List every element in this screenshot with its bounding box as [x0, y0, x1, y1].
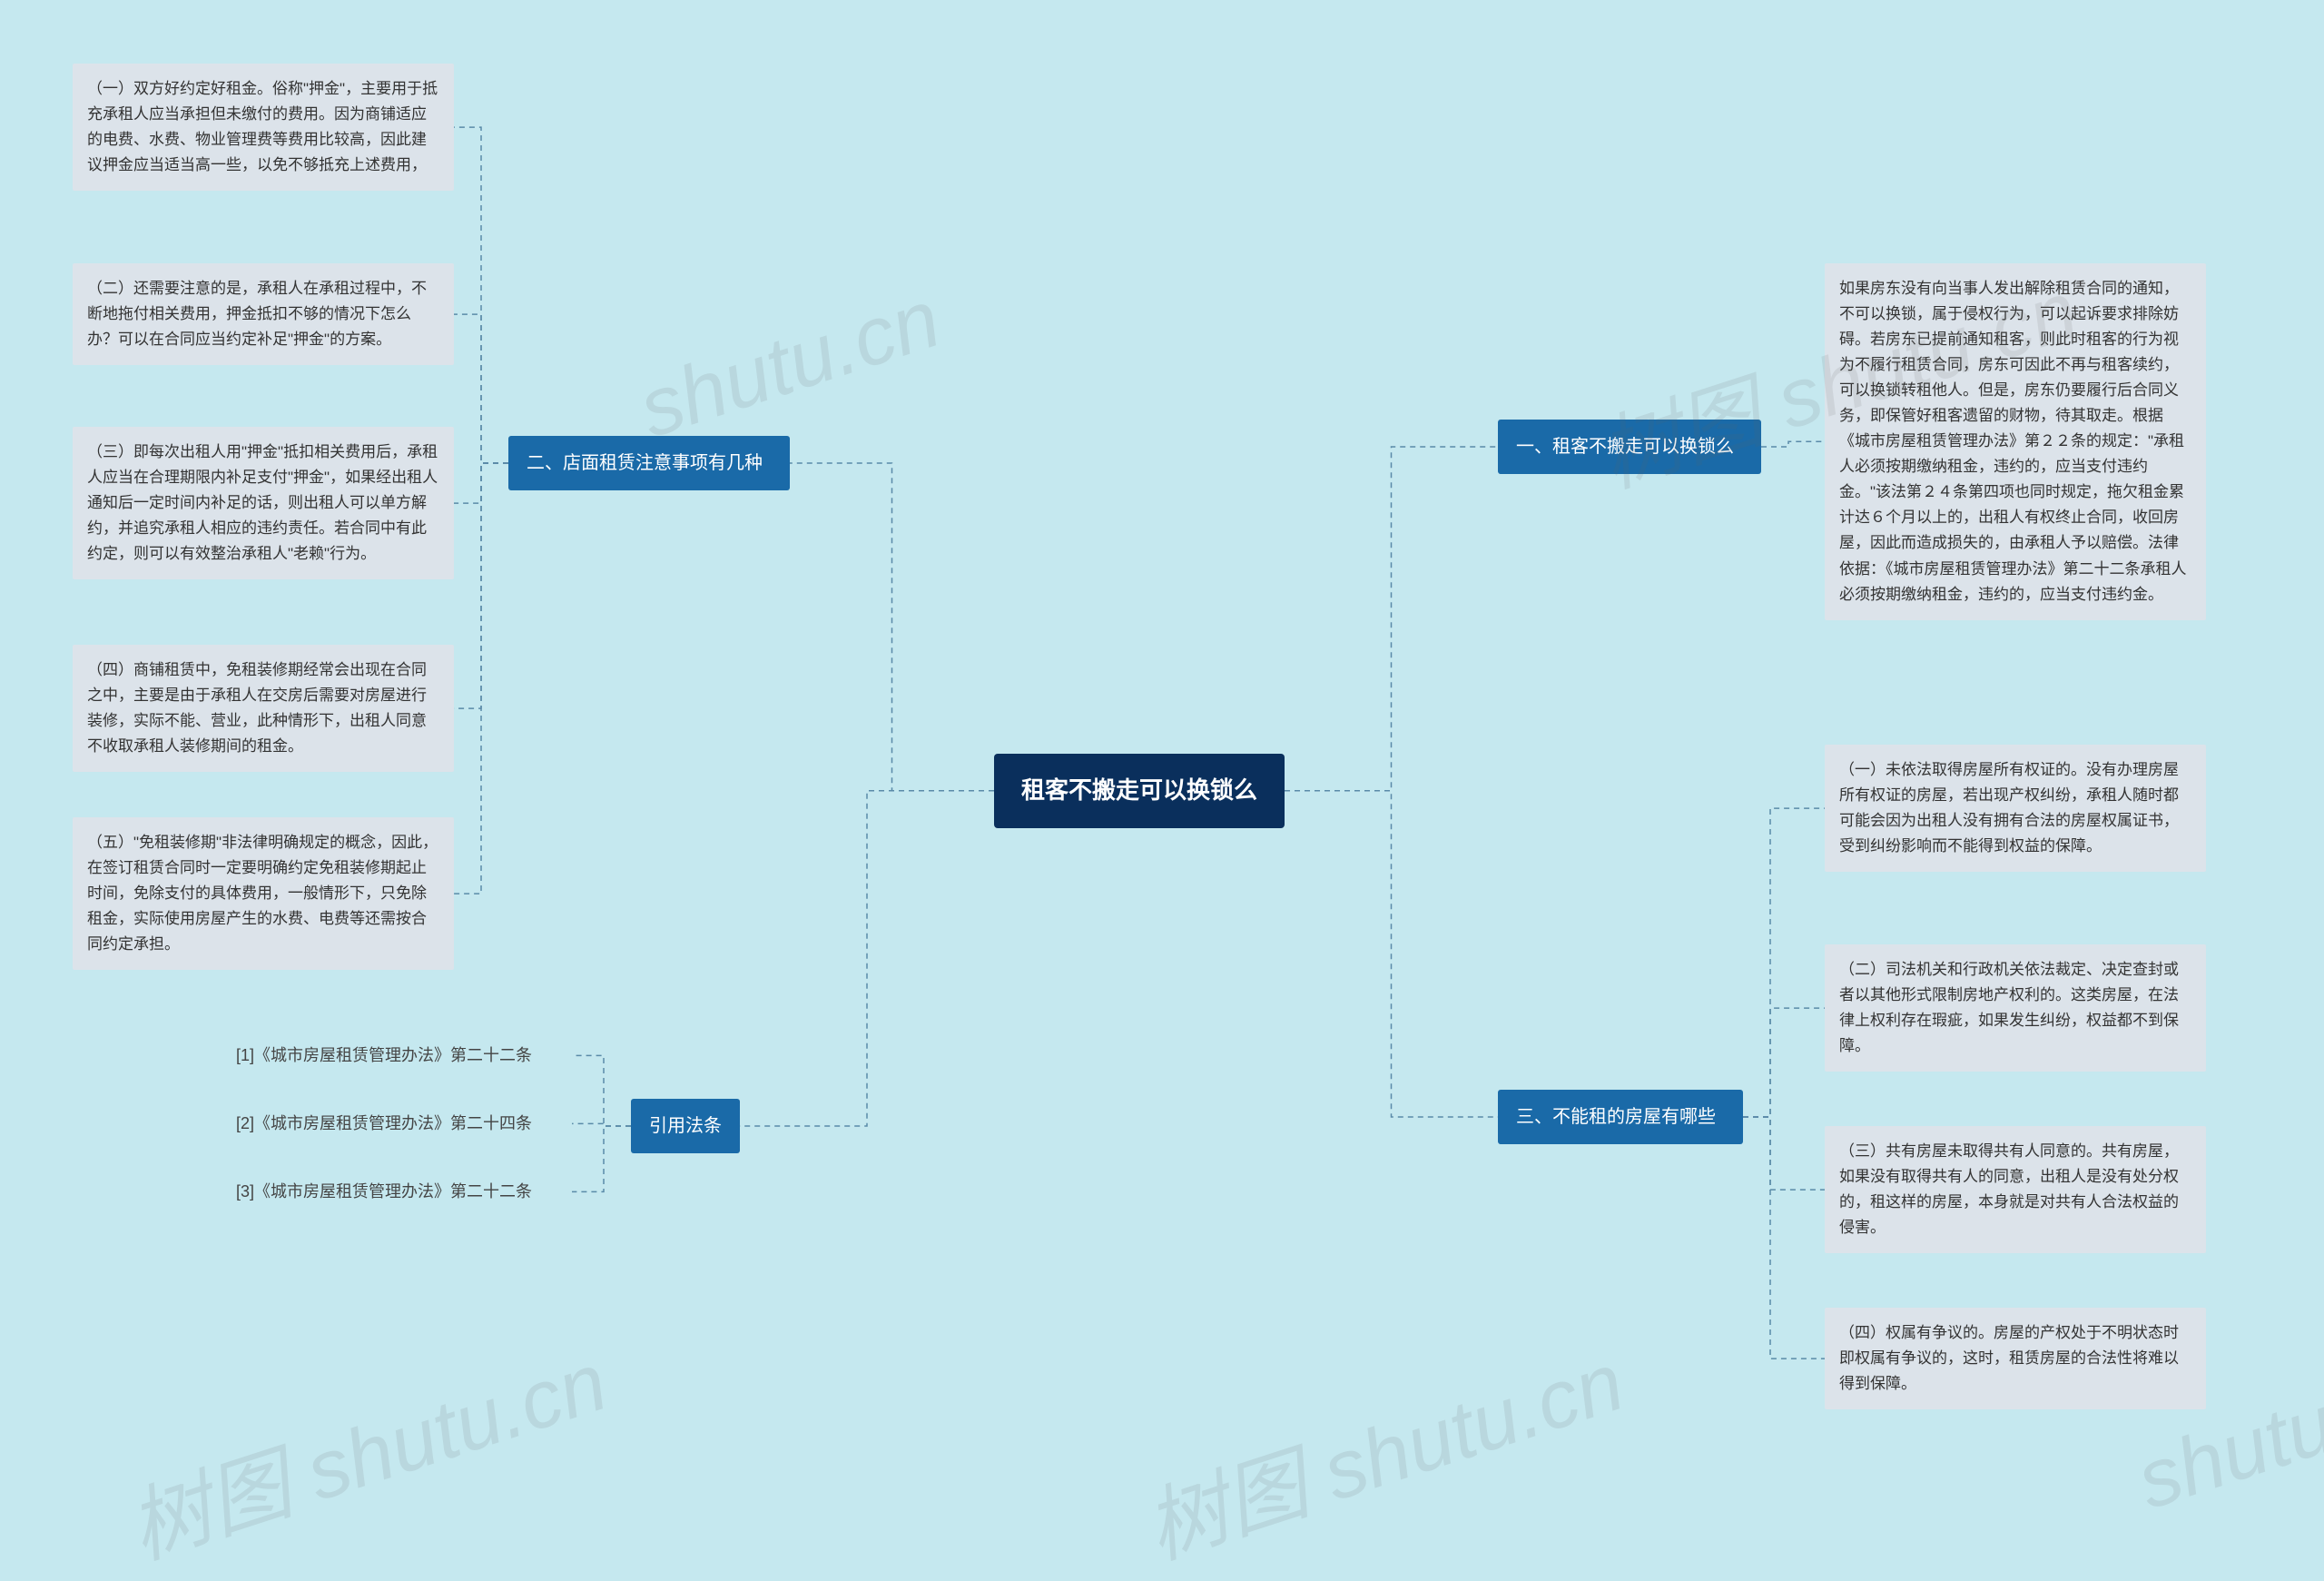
- leaf-b4-2: [2]《城市房屋租赁管理办法》第二十四条: [227, 1103, 572, 1144]
- watermark: 树图 shutu.cn: [112, 1316, 619, 1581]
- leaf-b2-1: （一）双方好约定好租金。俗称"押金"，主要用于抵充承租人应当承担但未缴付的费用。…: [73, 64, 454, 191]
- branch-node-3: 三、不能租的房屋有哪些: [1498, 1090, 1743, 1144]
- leaf-b3-1: （一）未依法取得房屋所有权证的。没有办理房屋所有权证的房屋，若出现产权纠纷，承租…: [1825, 745, 2206, 872]
- leaf-b2-5: （五）"免租装修期"非法律明确规定的概念，因此，在签订租赁合同时一定要明确约定免…: [73, 817, 454, 970]
- leaf-b2-3: （三）即每次出租人用"押金"抵扣相关费用后，承租人应当在合理期限内补足支付"押金…: [73, 427, 454, 579]
- branch-node-1: 一、租客不搬走可以换锁么: [1498, 420, 1761, 474]
- leaf-b2-2: （二）还需要注意的是，承租人在承租过程中，不断地拖付相关费用，押金抵扣不够的情况…: [73, 263, 454, 365]
- leaf-b4-1: [1]《城市房屋租赁管理办法》第二十二条: [227, 1035, 572, 1076]
- watermark: shutu.cn: [628, 272, 950, 457]
- leaf-b3-3: （三）共有房屋未取得共有人同意的。共有房屋，如果没有取得共有人的同意，出租人是没…: [1825, 1126, 2206, 1253]
- leaf-b4-3: [3]《城市房屋租赁管理办法》第二十二条: [227, 1171, 572, 1212]
- branch-node-2: 二、店面租赁注意事项有几种: [508, 436, 790, 490]
- leaf-b1-1: 如果房东没有向当事人发出解除租赁合同的通知，不可以换锁，属于侵权行为，可以起诉要…: [1825, 263, 2206, 620]
- watermark: 树图 shutu.cn: [1128, 1316, 1636, 1581]
- center-node: 租客不搬走可以换锁么: [994, 754, 1285, 828]
- leaf-b3-2: （二）司法机关和行政机关依法裁定、决定查封或者以其他形式限制房地产权利的。这类房…: [1825, 944, 2206, 1072]
- branch-node-4: 引用法条: [631, 1099, 740, 1153]
- leaf-b3-4: （四）权属有争议的。房屋的产权处于不明状态时即权属有争议的，这时，租赁房屋的合法…: [1825, 1308, 2206, 1409]
- leaf-b2-4: （四）商铺租赁中，免租装修期经常会出现在合同之中，主要是由于承租人在交房后需要对…: [73, 645, 454, 772]
